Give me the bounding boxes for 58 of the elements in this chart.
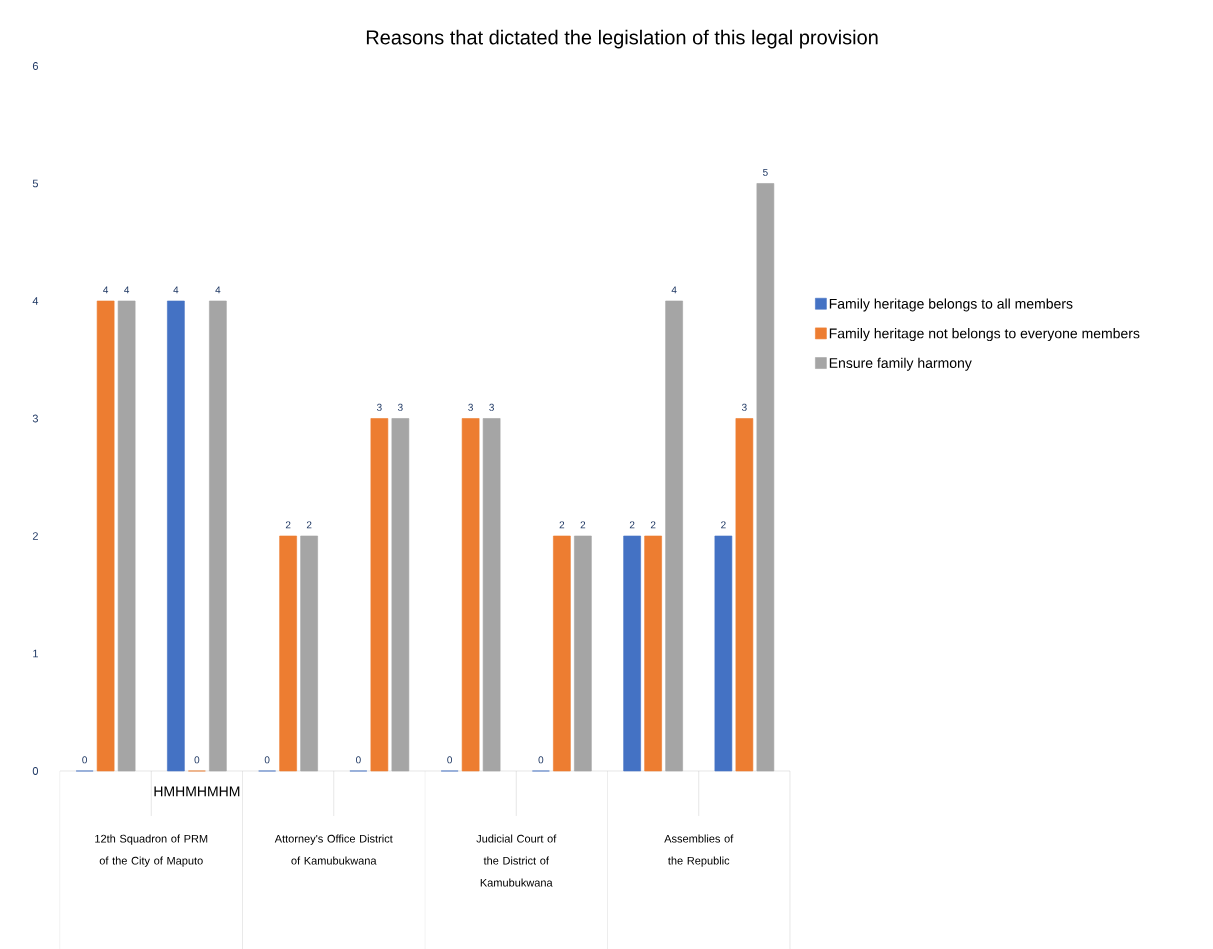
text: Attorney's Office District of Kamubukwana <box>274 834 393 865</box>
data-label: 3 <box>489 403 494 411</box>
data-label: 2 <box>306 521 312 529</box>
data-label: 0 <box>194 756 200 764</box>
text: Judicial Court of the District of Kamubukwana <box>476 834 557 887</box>
legend-label: Ensure family harmony <box>829 357 972 371</box>
data-label: 4 <box>215 286 221 294</box>
bar <box>714 535 733 772</box>
y-tick-label: 3 <box>32 414 38 423</box>
bar <box>735 418 754 772</box>
data-label: 4 <box>103 286 109 294</box>
bar <box>482 418 501 772</box>
data-label: 3 <box>376 403 382 411</box>
bar <box>553 535 571 772</box>
text: HMHMHMHM <box>154 786 240 797</box>
data-label: 4 <box>173 286 179 294</box>
data-label: 2 <box>285 521 291 529</box>
bar <box>756 183 775 772</box>
data-label: 4 <box>671 286 677 294</box>
bar <box>300 535 318 772</box>
data-label: 3 <box>397 403 403 411</box>
bar <box>644 535 662 772</box>
legend-label: Family heritage belongs to all members <box>829 298 1073 312</box>
chart-title: Reasons that dictated the legislation of this legal provision <box>366 29 878 49</box>
data-label: 2 <box>721 521 726 529</box>
bar <box>623 535 641 772</box>
data-label: 4 <box>124 286 130 294</box>
y-tick-label: 6 <box>32 62 38 70</box>
bar <box>167 300 185 772</box>
bar <box>665 300 683 772</box>
bar <box>370 418 389 772</box>
legend-label: Family heritage not belongs to everyone members <box>829 328 1140 342</box>
y-tick-label: 5 <box>32 179 38 188</box>
data-label: 0 <box>355 756 361 764</box>
data-label: 2 <box>650 521 656 529</box>
bar <box>461 418 480 772</box>
bar <box>96 300 115 772</box>
y-tick-label: 1 <box>33 649 38 658</box>
data-label: 2 <box>580 521 586 529</box>
bar <box>117 300 136 772</box>
y-tick-label: 4 <box>32 297 39 305</box>
data-label: 0 <box>264 756 270 764</box>
data-label: 0 <box>538 756 544 764</box>
text: Assemblies of the Republic <box>664 834 734 867</box>
data-label: 2 <box>559 521 565 529</box>
data-label: 5 <box>763 168 768 176</box>
data-label: 2 <box>629 521 635 529</box>
bar <box>209 300 227 772</box>
y-tick-label: 0 <box>32 767 39 775</box>
bar <box>574 535 592 772</box>
data-label: 0 <box>447 756 453 764</box>
data-label: 3 <box>741 403 747 411</box>
data-label: 3 <box>468 403 473 411</box>
bar <box>391 418 410 772</box>
bar <box>279 535 297 772</box>
text: 12th Squadron of PRM of the City of Maputo <box>95 834 208 867</box>
data-label: 0 <box>82 756 88 764</box>
y-tick-label: 2 <box>32 532 38 540</box>
